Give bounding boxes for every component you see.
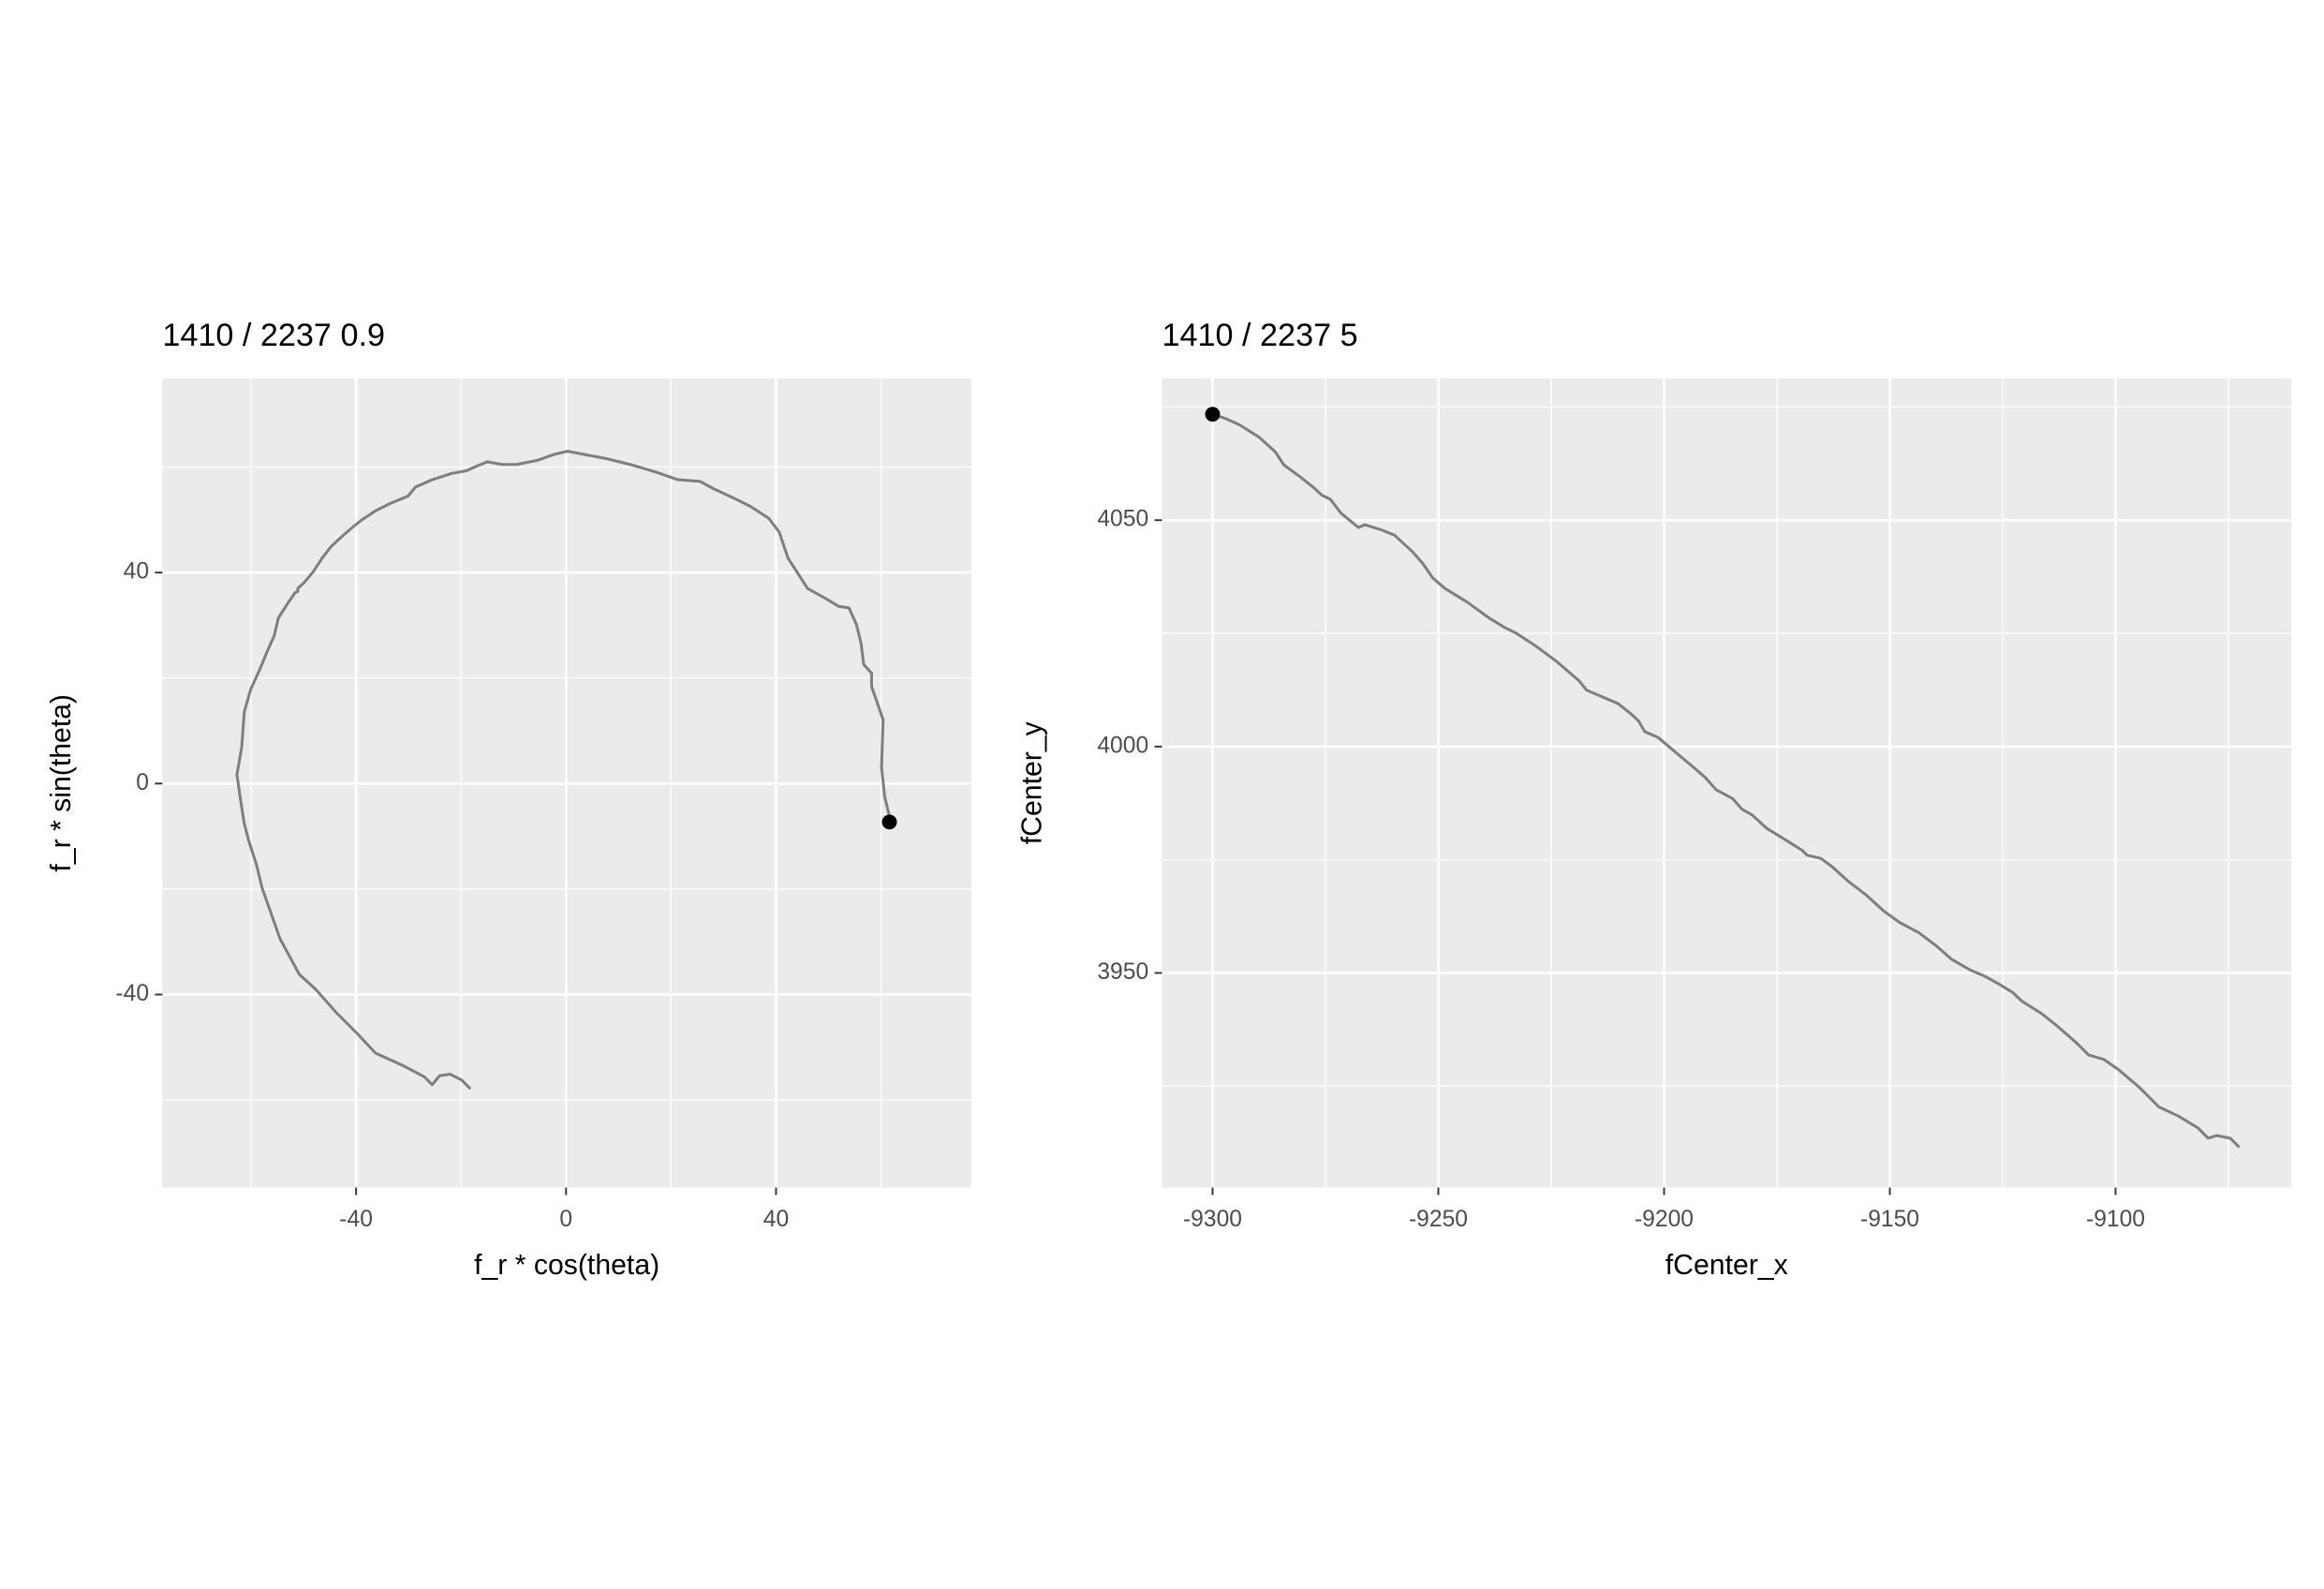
x-tick-label: -9200 [1635,1207,1694,1232]
y-axis-label: f_r * sin(theta) [46,694,77,872]
x-tick-label: 40 [763,1207,789,1232]
y-tick-label: 3950 [1097,959,1148,985]
x-tick-label: -9250 [1409,1207,1468,1232]
trajectory-line [235,450,892,1091]
y-tick-label: 40 [124,559,149,585]
x-tick-label: 0 [559,1207,572,1232]
y-tick-label: 4000 [1097,733,1148,758]
trajectory-line [1212,412,2241,1149]
y-tick-label: -40 [115,981,149,1006]
y-tick-label: 4050 [1097,507,1148,532]
x-axis-label: fCenter_x [1665,1250,1788,1281]
panel-title: 1410 / 2237 0.9 [162,318,385,353]
x-axis-label: f_r * cos(theta) [474,1250,659,1281]
x-tick-label: -9300 [1183,1207,1242,1232]
panel-background [1162,378,2292,1188]
panel-title: 1410 / 2237 5 [1162,318,1358,353]
y-tick-label: 0 [136,770,149,795]
x-tick-label: -40 [339,1207,373,1232]
x-tick-label: -9100 [2086,1207,2145,1232]
current-point [881,814,897,830]
x-tick-label: -9150 [1860,1207,1919,1232]
y-axis-label: fCenter_y [1017,720,1048,844]
current-point [1205,407,1221,423]
